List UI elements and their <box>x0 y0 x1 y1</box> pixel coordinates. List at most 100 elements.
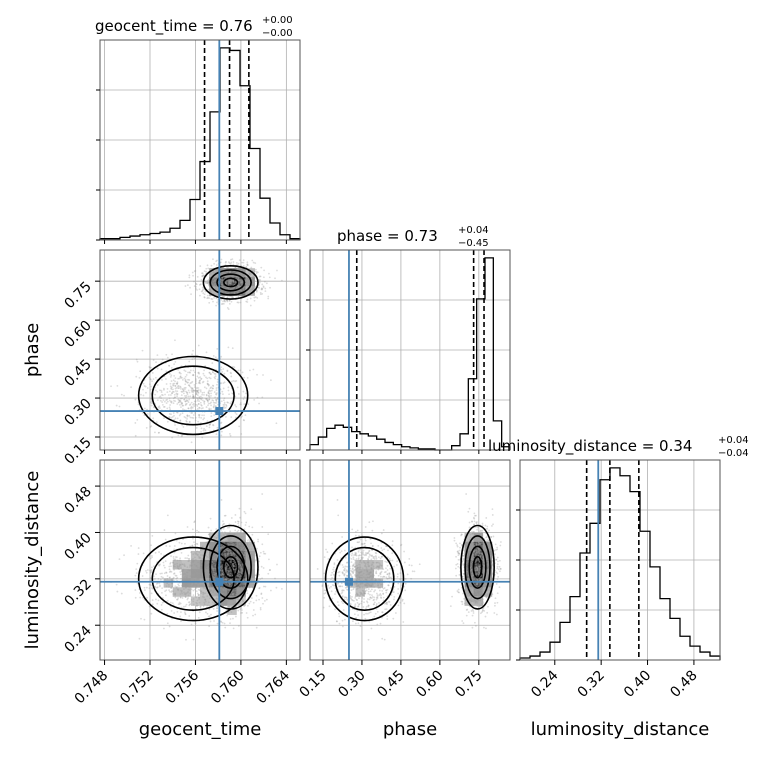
sample-point <box>259 578 262 580</box>
sample-point <box>210 273 212 275</box>
sample-point <box>163 405 166 408</box>
sample-point <box>240 546 242 549</box>
sample-point <box>365 582 368 585</box>
sample-point <box>155 361 157 364</box>
sample-point <box>223 531 226 534</box>
sample-point <box>252 563 254 566</box>
sample-point <box>200 592 203 594</box>
sample-point <box>195 397 198 399</box>
sample-point <box>237 301 240 304</box>
sample-point <box>186 393 189 396</box>
sample-point <box>215 402 218 404</box>
sample-point <box>246 604 249 607</box>
sample-point <box>236 301 239 304</box>
sample-point <box>221 271 224 274</box>
sample-point <box>231 279 234 282</box>
sample-point <box>191 585 193 588</box>
sample-point <box>165 378 167 380</box>
sample-point <box>138 376 141 379</box>
sample-point <box>364 617 367 620</box>
sample-point <box>193 405 196 408</box>
sample-point <box>233 540 236 543</box>
sample-point <box>256 271 259 274</box>
sample-point <box>142 552 145 555</box>
sample-point <box>245 287 248 289</box>
sample-point <box>236 544 238 547</box>
sample-point <box>116 384 119 387</box>
sample-point <box>274 277 276 280</box>
sample-point <box>240 268 243 271</box>
sample-point <box>206 399 209 402</box>
sample-point <box>262 374 264 376</box>
sample-point <box>155 421 158 424</box>
sample-point <box>454 567 457 570</box>
sample-point <box>208 297 211 300</box>
sample-point <box>179 400 181 402</box>
sample-point <box>223 550 226 553</box>
sample-point <box>173 374 176 377</box>
sample-point <box>241 281 244 284</box>
sample-point <box>471 614 474 617</box>
sample-point <box>216 287 219 290</box>
sample-point <box>168 406 171 409</box>
sample-point <box>246 263 249 266</box>
sample-point <box>384 560 387 563</box>
sample-point <box>373 590 376 593</box>
sample-point <box>232 286 235 289</box>
sample-point <box>149 366 151 369</box>
sample-point <box>182 388 184 391</box>
sample-point <box>130 545 132 547</box>
sample-point <box>234 275 237 278</box>
sample-point <box>254 285 257 288</box>
sample-point <box>410 577 413 580</box>
sample-point <box>141 349 144 352</box>
sample-point <box>393 598 395 601</box>
sample-point <box>251 526 254 529</box>
sample-point <box>191 528 194 531</box>
sample-point <box>249 289 252 292</box>
sample-point <box>185 396 187 399</box>
sample-point <box>149 378 152 380</box>
sample-point <box>178 414 181 417</box>
sample-point <box>185 399 188 401</box>
sample-point <box>205 573 208 576</box>
sample-point <box>183 415 186 418</box>
density-bin <box>236 277 246 287</box>
sample-point <box>177 368 180 371</box>
sample-point <box>235 275 237 278</box>
sample-point <box>201 275 203 278</box>
sample-point <box>252 282 255 285</box>
sample-point <box>463 602 466 605</box>
sample-point <box>170 587 173 589</box>
sample-point <box>243 285 246 288</box>
sample-point <box>160 552 163 555</box>
sample-point <box>185 390 187 393</box>
sample-point <box>227 270 229 273</box>
sample-point <box>244 279 247 282</box>
sample-point <box>232 296 235 299</box>
sample-point <box>204 598 207 601</box>
sample-point <box>152 378 155 381</box>
sample-point <box>149 378 152 381</box>
sample-point <box>182 389 185 392</box>
sample-point <box>241 371 244 374</box>
sample-point <box>238 562 241 565</box>
sample-point <box>159 578 162 581</box>
sample-point <box>225 280 228 283</box>
sample-point <box>241 572 243 575</box>
sample-point <box>211 565 214 568</box>
sample-point <box>378 562 381 564</box>
sample-point <box>323 596 326 599</box>
sample-point <box>169 382 172 385</box>
sample-point <box>248 545 251 548</box>
sample-point <box>215 389 218 392</box>
sample-point <box>234 411 237 414</box>
sample-point <box>245 276 248 278</box>
sample-point <box>169 561 172 564</box>
sample-point <box>373 601 376 604</box>
sample-point <box>239 531 242 534</box>
sample-point <box>212 424 214 426</box>
sample-point <box>150 544 152 547</box>
sample-point <box>232 543 235 545</box>
